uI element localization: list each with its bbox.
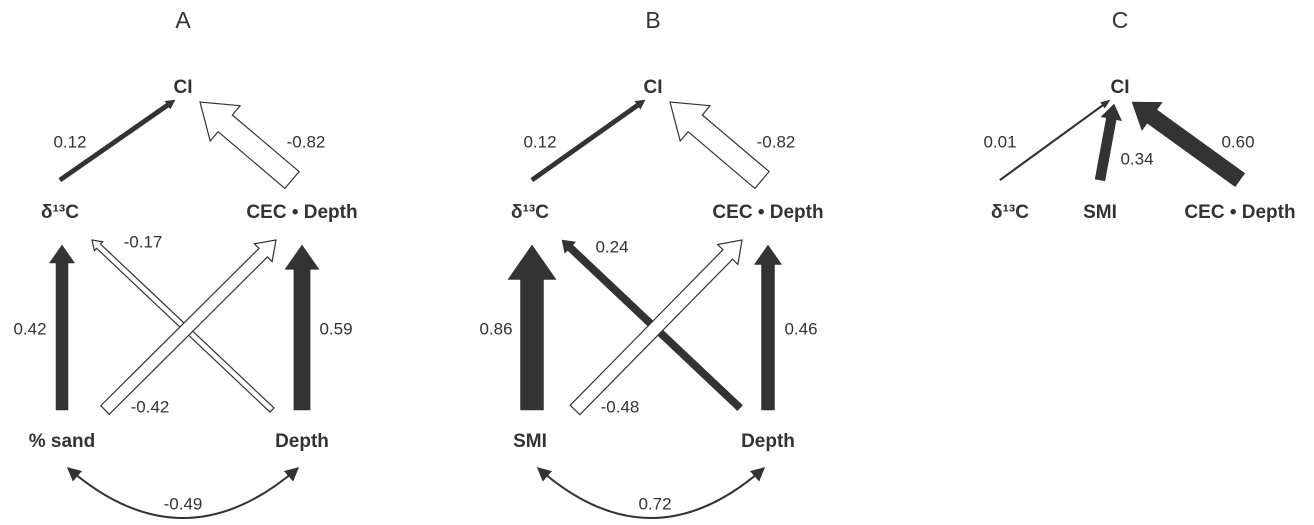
coefficient: 0.34 — [1120, 149, 1153, 168]
node-label: SMI — [1083, 202, 1117, 223]
path-arrow — [1094, 103, 1123, 182]
node-label: CI — [1111, 77, 1130, 98]
coefficient: 0.12 — [53, 132, 86, 151]
node-label: SMI — [513, 431, 547, 452]
correlation-arc — [536, 467, 766, 519]
coefficient: 0.24 — [595, 237, 628, 256]
coefficient: -0.49 — [164, 494, 203, 513]
node-label: Depth — [741, 431, 795, 452]
coefficient: -0.48 — [601, 397, 640, 416]
panel-label: C — [1112, 7, 1129, 33]
node-label: CI — [174, 77, 193, 98]
path-arrow — [1131, 101, 1246, 188]
path-arrow — [669, 101, 770, 190]
coefficient: -0.82 — [757, 132, 796, 151]
coefficient: 0.46 — [784, 319, 817, 338]
path-arrow — [530, 99, 646, 183]
coefficient: 0.59 — [319, 319, 352, 338]
path-arrow — [753, 244, 783, 411]
node-label: CEC • Depth — [1184, 202, 1295, 223]
node-label: δ¹³C — [41, 202, 79, 223]
coefficient: 0.12 — [523, 132, 556, 151]
path-arrow — [284, 244, 320, 411]
node-label: CI — [644, 77, 663, 98]
node-label: CEC • Depth — [712, 202, 823, 223]
node-label: δ¹³C — [991, 202, 1029, 223]
path-arrow — [58, 99, 176, 183]
path-arrow — [999, 99, 1111, 182]
coefficient: 0.01 — [983, 132, 1016, 151]
path-arrow — [199, 101, 300, 190]
coefficient: -0.17 — [124, 232, 163, 251]
node-label: δ¹³C — [511, 202, 549, 223]
coefficient: 0.86 — [479, 319, 512, 338]
panel-label: A — [175, 7, 191, 33]
path-arrow — [99, 239, 277, 416]
coefficient: 0.72 — [638, 494, 671, 513]
path-arrow — [569, 239, 743, 416]
coefficient: -0.42 — [131, 397, 170, 416]
coefficient: 0.60 — [1221, 132, 1254, 151]
panel-label: B — [645, 7, 660, 33]
correlation-arc — [66, 467, 300, 519]
node-label: % sand — [29, 431, 96, 452]
node-label: CEC • Depth — [246, 202, 357, 223]
coefficient: 0.42 — [13, 319, 46, 338]
path-arrow — [507, 244, 557, 411]
coefficient: -0.82 — [287, 132, 326, 151]
node-label: Depth — [275, 431, 329, 452]
path-arrow — [48, 244, 76, 411]
